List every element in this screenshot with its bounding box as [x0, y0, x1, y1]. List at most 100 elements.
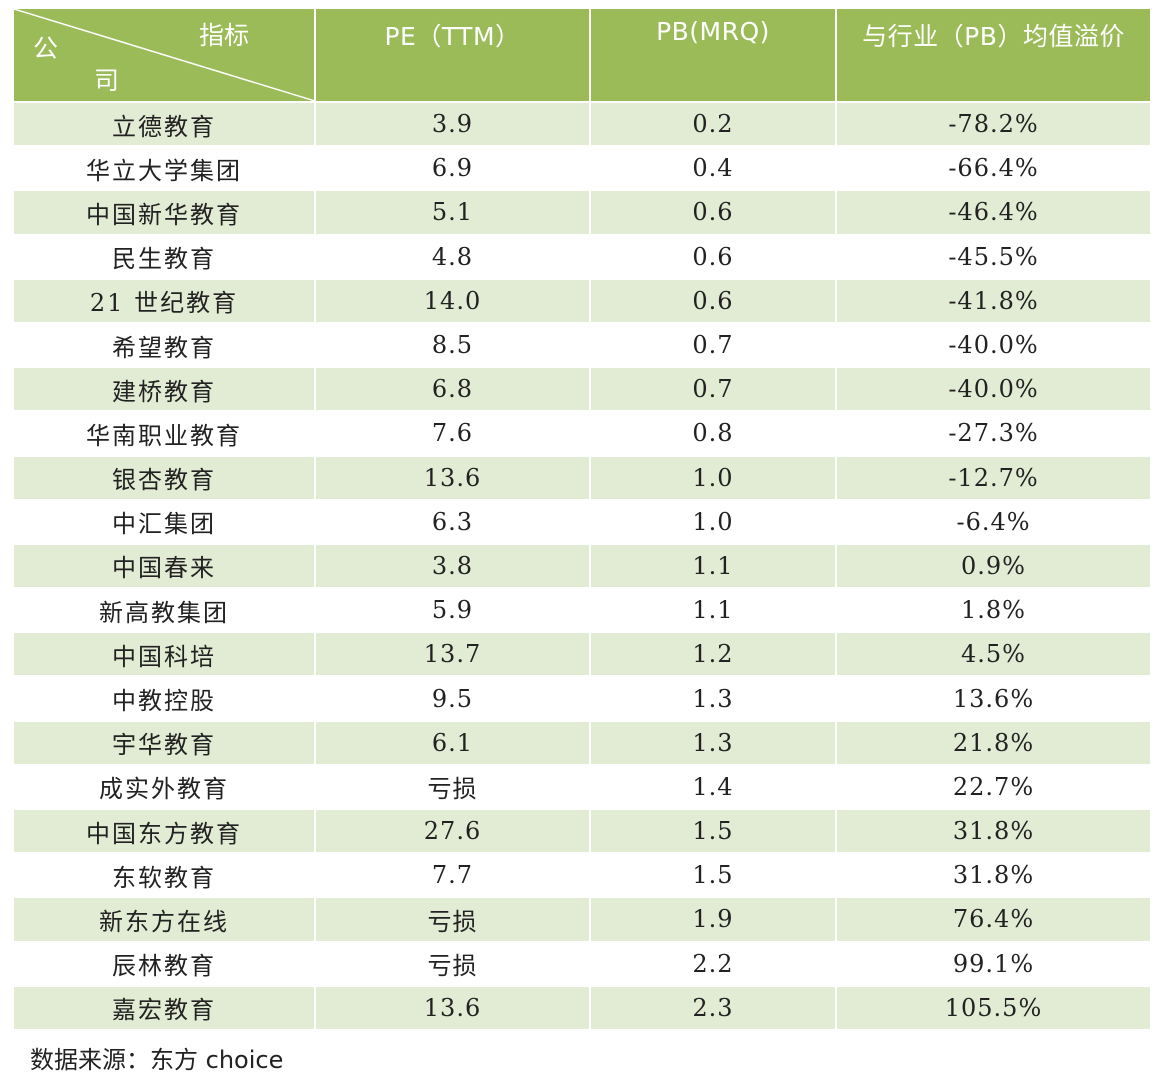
cell-premium: 31.8%: [835, 852, 1150, 898]
cell-pe: 14.0: [314, 277, 591, 323]
cell-pe: 4.8: [314, 233, 591, 279]
table-row: 成实外教育 亏损 1.4 22.7%: [14, 763, 1150, 809]
cell-pe: 6.9: [314, 145, 591, 191]
cell-premium: -45.5%: [835, 233, 1150, 279]
cell-premium: 13.6%: [835, 675, 1150, 721]
cell-pe: 8.5: [314, 321, 591, 368]
column-header-pe: PE（TTM）: [314, 9, 591, 102]
table-row: 中国东方教育 27.6 1.5 31.8%: [14, 807, 1150, 854]
corner-row-label-2: 司: [94, 66, 120, 95]
cell-pb: 0.7: [589, 321, 837, 368]
cell-pb: 1.0: [589, 454, 837, 500]
cell-pb: 0.6: [589, 277, 837, 323]
cell-premium: 1.8%: [835, 587, 1150, 633]
cell-premium: 105.5%: [835, 984, 1150, 1029]
cell-pb: 1.5: [589, 852, 837, 898]
cell-company: 宇华教育: [14, 719, 316, 765]
cell-premium: 4.5%: [835, 631, 1150, 677]
table-row: 嘉宏教育 13.6 2.3 105.5%: [14, 984, 1150, 1029]
cell-company: 中国春来: [14, 542, 316, 589]
corner-diagonal-line: [14, 9, 315, 101]
table-row: 银杏教育 13.6 1.0 -12.7%: [14, 454, 1150, 500]
cell-company: 立德教育: [14, 100, 316, 147]
cell-company: 辰林教育: [14, 940, 316, 986]
cell-pb: 0.2: [589, 100, 837, 147]
cell-pb: 1.9: [589, 896, 837, 942]
cell-pb: 1.5: [589, 807, 837, 854]
table-row: 新东方在线 亏损 1.9 76.4%: [14, 896, 1150, 942]
cell-pb: 1.3: [589, 719, 837, 765]
cell-company: 成实外教育: [14, 763, 316, 809]
cell-pb: 0.8: [589, 410, 837, 456]
cell-pe: 13.6: [314, 984, 591, 1029]
table-body: 立德教育 3.9 0.2 -78.2% 华立大学集团 6.9 0.4 -66.4% 中国新华教育…: [14, 100, 1150, 1029]
valuation-table: 指标 公 司 PE（TTM） PB(MRQ) 与行业（PB）均值溢价 立德教育 3…: [14, 9, 1150, 1029]
cell-pe: 5.1: [314, 189, 591, 235]
cell-premium: -41.8%: [835, 277, 1150, 323]
cell-pb: 1.1: [589, 587, 837, 633]
cell-premium: -40.0%: [835, 366, 1150, 412]
cell-company: 银杏教育: [14, 454, 316, 500]
table-row: 中国新华教育 5.1 0.6 -46.4%: [14, 189, 1150, 235]
table-row: 中国科培 13.7 1.2 4.5%: [14, 631, 1150, 677]
cell-premium: 76.4%: [835, 896, 1150, 942]
cell-company: 东软教育: [14, 852, 316, 898]
cell-pb: 1.3: [589, 675, 837, 721]
table-row: 华立大学集团 6.9 0.4 -66.4%: [14, 145, 1150, 191]
table-row: 民生教育 4.8 0.6 -45.5%: [14, 233, 1150, 279]
cell-pb: 1.0: [589, 498, 837, 544]
table-row: 中教控股 9.5 1.3 13.6%: [14, 675, 1150, 721]
cell-company: 华立大学集团: [14, 145, 316, 191]
cell-premium: 31.8%: [835, 807, 1150, 854]
table-row: 建桥教育 6.8 0.7 -40.0%: [14, 366, 1150, 412]
cell-company: 中教控股: [14, 675, 316, 721]
column-header-pb-label: PB(MRQ): [656, 17, 770, 46]
cell-pe: 9.5: [314, 675, 591, 721]
cell-company: 中国科培: [14, 631, 316, 677]
cell-pb: 1.4: [589, 763, 837, 809]
cell-pb: 0.7: [589, 366, 837, 412]
cell-company: 中国东方教育: [14, 807, 316, 854]
cell-pe: 6.1: [314, 719, 591, 765]
cell-company: 新东方在线: [14, 896, 316, 942]
cell-company: 21 世纪教育: [14, 277, 316, 323]
column-header-pb: PB(MRQ): [589, 9, 837, 102]
cell-premium: -78.2%: [835, 100, 1150, 147]
cell-pe: 亏损: [314, 940, 591, 986]
table-row: 辰林教育 亏损 2.2 99.1%: [14, 940, 1150, 986]
column-header-premium-label: 与行业（PB）均值溢价: [862, 22, 1125, 51]
table-row: 宇华教育 6.1 1.3 21.8%: [14, 719, 1150, 765]
table-row: 新高教集团 5.9 1.1 1.8%: [14, 587, 1150, 633]
valuation-table-container: 指标 公 司 PE（TTM） PB(MRQ) 与行业（PB）均值溢价 立德教育 3…: [14, 9, 1150, 1029]
cell-pb: 2.3: [589, 984, 837, 1029]
cell-premium: -40.0%: [835, 321, 1150, 368]
cell-pe: 27.6: [314, 807, 591, 854]
column-header-premium: 与行业（PB）均值溢价: [835, 9, 1150, 102]
cell-premium: 99.1%: [835, 940, 1150, 986]
column-header-pe-label: PE（TTM）: [384, 22, 521, 51]
cell-pe: 13.7: [314, 631, 591, 677]
cell-pe: 亏损: [314, 896, 591, 942]
corner-header-cell: 指标 公 司: [14, 9, 316, 102]
table-row: 21 世纪教育 14.0 0.6 -41.8%: [14, 277, 1150, 323]
cell-pe: 3.8: [314, 542, 591, 589]
cell-company: 华南职业教育: [14, 410, 316, 456]
cell-pe: 3.9: [314, 100, 591, 147]
cell-pe: 亏损: [314, 763, 591, 809]
cell-company: 中汇集团: [14, 498, 316, 544]
table-row: 中国春来 3.8 1.1 0.9%: [14, 542, 1150, 589]
cell-company: 嘉宏教育: [14, 984, 316, 1029]
table-row: 东软教育 7.7 1.5 31.8%: [14, 852, 1150, 898]
cell-pb: 1.1: [589, 542, 837, 589]
cell-company: 民生教育: [14, 233, 316, 279]
table-row: 华南职业教育 7.6 0.8 -27.3%: [14, 410, 1150, 456]
cell-pb: 2.2: [589, 940, 837, 986]
cell-premium: 22.7%: [835, 763, 1150, 809]
cell-pe: 5.9: [314, 587, 591, 633]
cell-premium: 0.9%: [835, 542, 1150, 589]
cell-premium: -46.4%: [835, 189, 1150, 235]
cell-company: 中国新华教育: [14, 189, 316, 235]
corner-column-label: 指标: [199, 21, 250, 50]
cell-pe: 7.6: [314, 410, 591, 456]
cell-company: 新高教集团: [14, 587, 316, 633]
